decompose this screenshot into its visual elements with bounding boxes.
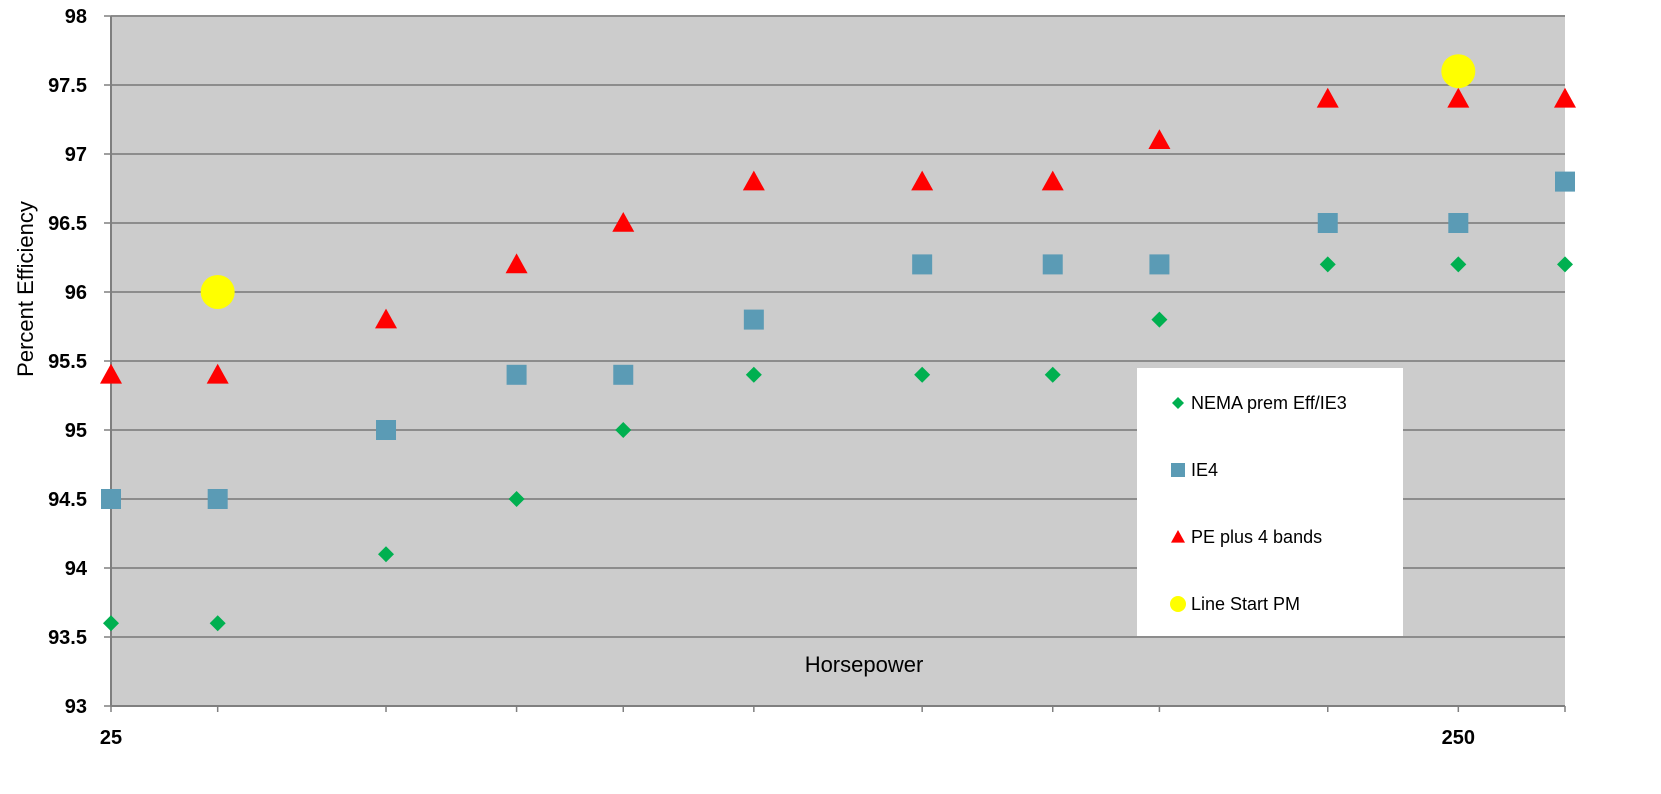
x-axis-title: Horsepower (805, 652, 924, 677)
data-point (1151, 311, 1168, 328)
axes (110, 16, 1566, 712)
data-point (1554, 87, 1576, 108)
gridlines (104, 15, 1565, 707)
data-points (100, 54, 1576, 632)
data-point (200, 275, 235, 309)
data-point (1557, 256, 1573, 273)
data-point (101, 489, 121, 509)
y-tick-label: 94 (65, 558, 88, 580)
data-point (209, 615, 226, 632)
data-point (1447, 87, 1470, 108)
data-point (1450, 256, 1467, 273)
data-point (206, 363, 229, 384)
legend-marker (1170, 596, 1186, 612)
data-point (911, 170, 934, 191)
data-point (1441, 54, 1476, 89)
data-point (506, 364, 527, 385)
y-tick-label: 94.5 (48, 489, 87, 511)
x-tick-label: 250 (1442, 727, 1475, 749)
series-triangle (100, 87, 1576, 384)
data-point (207, 489, 228, 509)
x-tick-label: 25 (100, 727, 122, 749)
data-point (1044, 366, 1061, 383)
data-point (1317, 213, 1338, 233)
legend-label: NEMA prem Eff/IE3 (1191, 393, 1347, 413)
legend-marker (1171, 530, 1185, 543)
data-point (1042, 254, 1063, 275)
x-tick-labels: 25 250 (100, 727, 1475, 749)
y-tick-label: 97 (65, 144, 87, 166)
data-point (103, 615, 119, 632)
data-point (745, 366, 762, 383)
data-point (378, 546, 395, 563)
y-tick-label: 98 (65, 6, 87, 28)
data-point (508, 491, 525, 507)
data-point (615, 422, 632, 438)
legend-marker (1171, 463, 1185, 477)
data-point (1555, 171, 1575, 192)
series-square (101, 171, 1575, 509)
data-point (1148, 129, 1171, 149)
data-point (505, 253, 528, 274)
data-point (375, 308, 398, 329)
y-tick-label: 96 (65, 282, 87, 304)
data-point (1041, 170, 1064, 191)
data-point (1316, 87, 1339, 108)
data-point (613, 364, 634, 385)
data-point (1319, 256, 1336, 273)
data-point (612, 212, 635, 232)
y-tick-label: 95.5 (48, 351, 87, 373)
series-circle (200, 54, 1476, 309)
data-point (743, 309, 764, 330)
y-tick-label: 97.5 (48, 75, 87, 97)
legend-label: IE4 (1191, 460, 1218, 480)
y-axis-title: Percent Efficiency (13, 201, 38, 377)
y-tick-labels: 93 93.5 94 94.5 95 95.5 96 96.5 97 97.5 98 (48, 6, 88, 718)
y-tick-label: 95 (65, 420, 87, 442)
data-point (100, 363, 122, 384)
y-tick-label: 93.5 (48, 627, 87, 649)
data-point (376, 420, 397, 440)
data-point (742, 170, 765, 191)
legend-label: Line Start PM (1191, 594, 1300, 614)
legend-marker (1172, 397, 1184, 409)
y-tick-label: 96.5 (48, 213, 87, 235)
legend-box (1137, 368, 1403, 636)
legend: NEMA prem Eff/IE3 IE4 PE plus 4 bands Line … (1137, 368, 1403, 636)
series-diamond (103, 256, 1573, 632)
data-point (912, 254, 933, 275)
data-point (914, 366, 931, 383)
y-tick-label: 93 (65, 696, 87, 718)
legend-label: PE plus 4 bands (1191, 527, 1322, 547)
data-point (1448, 213, 1469, 233)
data-point (1149, 254, 1170, 275)
